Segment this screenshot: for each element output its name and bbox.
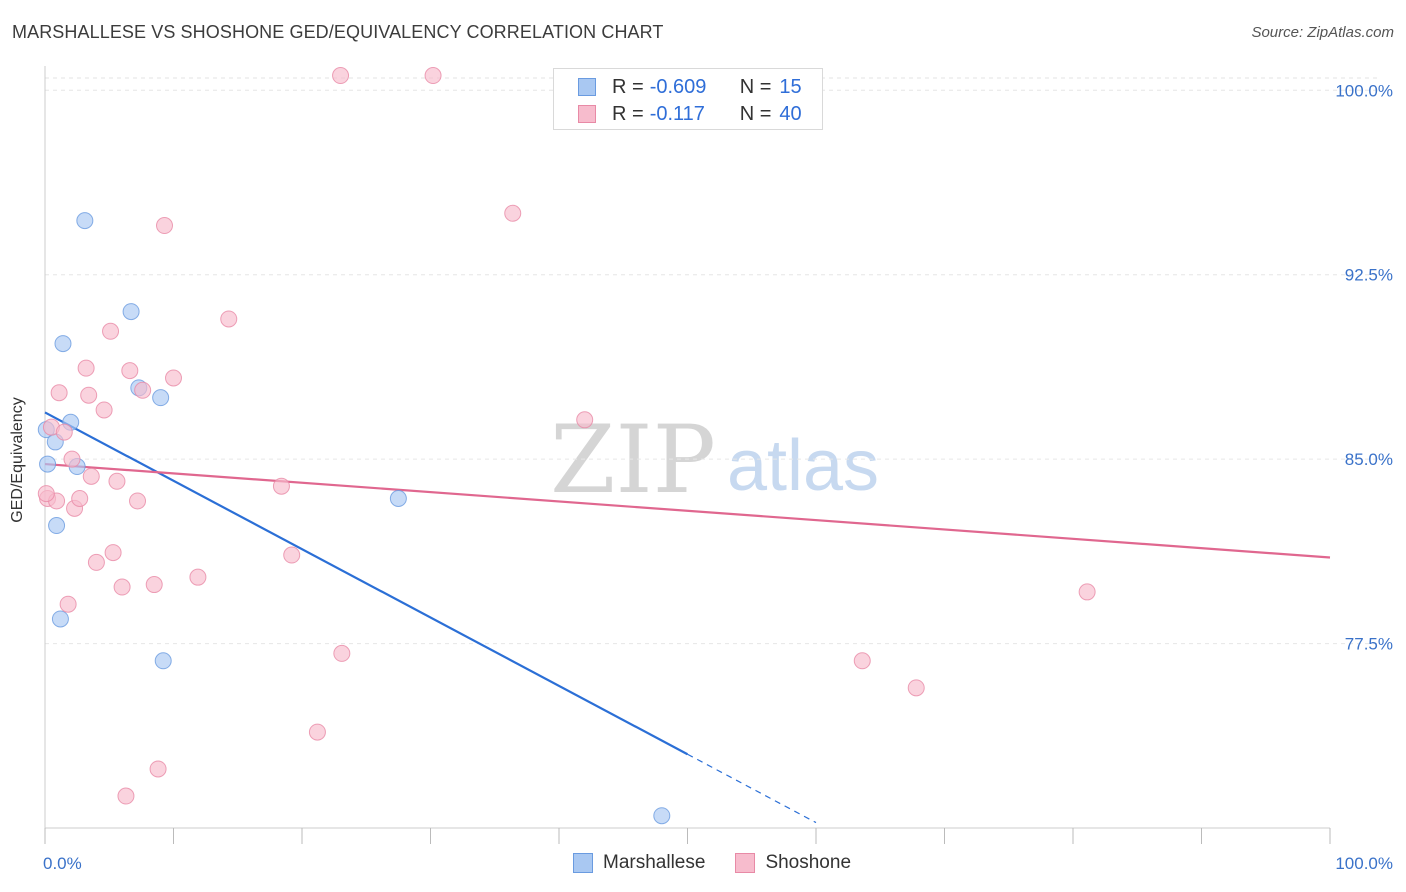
legend-row-marshallese: R = -0.609 N = 15 bbox=[578, 75, 802, 99]
shoshone-point bbox=[424, 67, 442, 85]
shoshone-trend-line bbox=[44, 462, 1331, 559]
shoshone-point bbox=[853, 652, 871, 670]
watermark-zip: ZIP bbox=[550, 406, 716, 515]
marshallese-point bbox=[76, 212, 94, 230]
legend-label-marshallese: Marshallese bbox=[603, 852, 706, 873]
x-tick-label: 100.0% bbox=[1335, 854, 1393, 873]
n-label: N = bbox=[739, 102, 772, 125]
marshallese-swatch bbox=[578, 78, 596, 96]
shoshone-point bbox=[156, 217, 174, 235]
shoshone-point bbox=[87, 553, 105, 571]
n-label: N = bbox=[739, 75, 772, 98]
r-label: R = bbox=[612, 102, 644, 125]
shoshone-point bbox=[1078, 583, 1096, 601]
y-tick-label: 77.5% bbox=[1345, 635, 1393, 654]
shoshone-point bbox=[82, 467, 100, 485]
shoshone-point bbox=[59, 595, 77, 613]
series-legend: Marshallese Shoshone bbox=[573, 852, 881, 874]
legend-item-shoshone[interactable]: Shoshone bbox=[735, 852, 851, 874]
shoshone-point bbox=[283, 546, 301, 564]
shoshone-point bbox=[145, 576, 163, 594]
x-tick-label: 0.0% bbox=[43, 854, 82, 873]
shoshone-point bbox=[504, 204, 522, 222]
n-value: 40 bbox=[779, 102, 802, 125]
shoshone-point bbox=[77, 359, 95, 377]
r-value: -0.609 bbox=[649, 75, 707, 98]
r-value: -0.117 bbox=[649, 102, 705, 125]
shoshone-point bbox=[272, 477, 290, 495]
shoshone-point bbox=[308, 723, 326, 741]
shoshone-point bbox=[129, 492, 147, 510]
y-tick-label: 85.0% bbox=[1345, 450, 1393, 469]
chart-title: MARSHALLESE VS SHOSHONE GED/EQUIVALENCY … bbox=[12, 22, 664, 42]
marshallese-point bbox=[653, 807, 671, 825]
shoshone-point bbox=[55, 423, 73, 441]
shoshone-point bbox=[95, 401, 113, 419]
stats-legend: R = -0.609 N = 15 R = -0.117 N = 40 bbox=[553, 68, 823, 130]
shoshone-point bbox=[63, 450, 81, 468]
shoshone-point bbox=[50, 384, 68, 402]
y-tick-label: 92.5% bbox=[1345, 266, 1393, 285]
marshallese-point bbox=[51, 610, 69, 628]
shoshone-point bbox=[80, 386, 98, 404]
shoshone-point bbox=[165, 369, 182, 387]
legend-label-shoshone: Shoshone bbox=[765, 852, 852, 873]
shoshone-point bbox=[189, 568, 207, 586]
shoshone-point bbox=[113, 578, 131, 596]
marshallese-point bbox=[154, 652, 172, 670]
shoshone-point bbox=[37, 485, 55, 503]
marshallese-point bbox=[389, 489, 407, 507]
marshallese-point bbox=[48, 517, 66, 535]
shoshone-legend-swatch bbox=[735, 853, 756, 873]
shoshone-point bbox=[332, 67, 350, 85]
shoshone-point bbox=[108, 472, 126, 490]
shoshone-point bbox=[104, 544, 122, 562]
source-label: Source: ZipAtlas.com bbox=[1251, 24, 1394, 41]
legend-row-shoshone: R = -0.117 N = 40 bbox=[578, 102, 802, 126]
shoshone-point bbox=[117, 787, 135, 805]
shoshone-point bbox=[102, 322, 120, 340]
watermark: ZIP atlas bbox=[550, 406, 879, 515]
shoshone-point bbox=[907, 679, 925, 697]
marshallese-point bbox=[122, 303, 140, 321]
shoshone-point bbox=[134, 381, 152, 399]
marshallese-point bbox=[152, 389, 170, 407]
n-value: 15 bbox=[779, 75, 802, 98]
shoshone-point bbox=[71, 489, 89, 507]
marshallese-trend-line bbox=[44, 411, 689, 756]
marshallese-trend-extension bbox=[687, 753, 817, 824]
shoshone-point bbox=[333, 644, 351, 662]
shoshone-point bbox=[149, 760, 167, 778]
y-tick-label: 100.0% bbox=[1335, 81, 1393, 100]
legend-item-marshallese[interactable]: Marshallese bbox=[573, 852, 705, 874]
marshallese-point bbox=[39, 455, 57, 473]
marshallese-legend-swatch bbox=[573, 853, 593, 873]
r-label: R = bbox=[612, 75, 644, 98]
shoshone-point bbox=[220, 310, 238, 328]
shoshone-point bbox=[576, 411, 594, 429]
watermark-atlas: atlas bbox=[727, 426, 879, 506]
marshallese-point bbox=[54, 335, 72, 353]
shoshone-swatch bbox=[578, 105, 596, 123]
shoshone-point bbox=[121, 362, 139, 380]
